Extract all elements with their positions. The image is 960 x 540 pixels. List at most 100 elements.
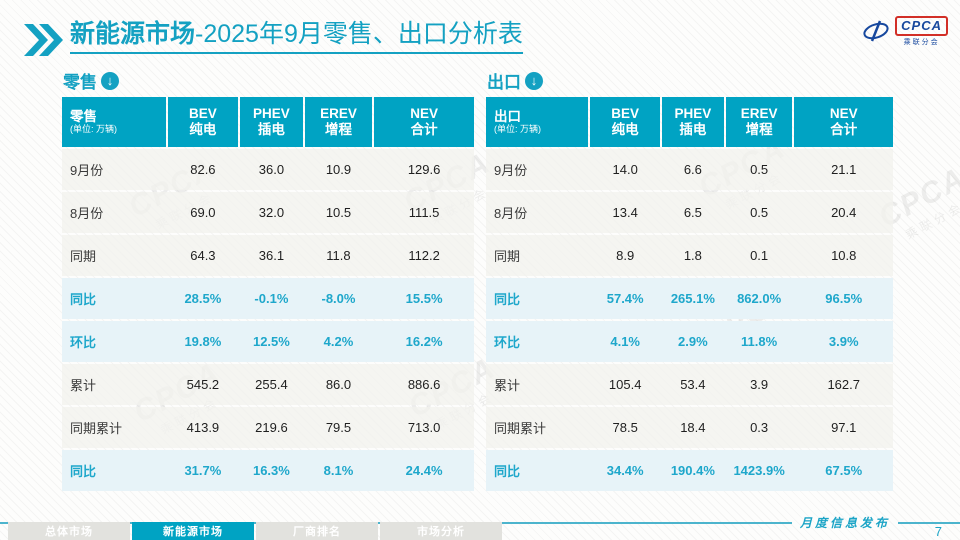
cell-value: 1.8 [683, 248, 702, 263]
cell-value: 20.4 [831, 205, 857, 220]
cell-value: 21.1 [831, 162, 857, 177]
cell-value: -8.0% [321, 291, 356, 306]
cell-value: 0.5 [750, 205, 769, 220]
cell-value: 96.5% [825, 291, 863, 306]
double-chevron-icon [24, 24, 63, 56]
cell-value: 10.8 [831, 248, 857, 263]
cell-value: 8.9 [616, 248, 635, 263]
row-label: 累计 [70, 378, 97, 393]
row-label: 9月份 [494, 163, 528, 178]
logo-sub-text: 乘联分会 [903, 39, 940, 46]
cpca-swoosh-icon [863, 20, 889, 41]
row-label: 8月份 [494, 206, 528, 221]
cell-value: 15.5% [405, 291, 443, 306]
column-header-erev: EREV 增程 [304, 97, 373, 147]
logo-brand-text: CPCA [895, 16, 948, 36]
table-row: 同比 57.4% 265.1% 862.0% 96.5% [486, 278, 893, 319]
section-label-retail: 零售 ↓ [63, 68, 119, 93]
cell-value: 3.9 [750, 377, 769, 392]
cell-value: 28.5% [184, 291, 222, 306]
row-label: 同比 [70, 464, 97, 479]
footer-tabs: 总体市场 新能源市场 厂商排名 市场分析 [8, 522, 502, 540]
cell-value: 190.4% [670, 463, 715, 478]
cell-value: 10.9 [325, 162, 352, 177]
cell-value: 0.1 [750, 248, 769, 263]
page-number: 7 [934, 524, 942, 539]
column-header-phev: PHEV 插电 [661, 97, 724, 147]
table-row: 同比 31.7% 16.3% 8.1% 24.4% [62, 450, 474, 491]
column-header-erev: EREV 增程 [725, 97, 793, 147]
cell-value: 36.1 [258, 248, 285, 263]
cell-value: 34.4% [606, 463, 644, 478]
cell-value: 57.4% [606, 291, 644, 306]
column-header-bev: BEV 纯电 [590, 97, 660, 147]
cell-value: 6.5 [683, 205, 702, 220]
cell-value: -0.1% [254, 291, 289, 306]
row-label: 同期累计 [70, 421, 123, 436]
table-row: 8月份 13.4 6.5 0.5 20.4 [486, 192, 893, 233]
down-arrow-circle-icon: ↓ [525, 71, 543, 90]
cell-value: 86.0 [325, 377, 352, 392]
row-label: 同期累计 [494, 421, 547, 436]
cell-value: 13.4 [612, 205, 638, 220]
cell-value: 82.6 [190, 162, 216, 177]
row-label: 累计 [494, 378, 521, 393]
cell-value: 4.2% [323, 334, 354, 349]
export-table: 出口 (单位: 万辆) BEV 纯电 PHEV 插电 EREV 增程 NEV 合计 9月份 14.0… [486, 97, 893, 493]
cell-value: 111.5 [408, 205, 440, 220]
table-row: 环比 19.8% 12.5% 4.2% 16.2% [62, 321, 474, 362]
cell-value: 862.0% [737, 291, 782, 306]
row-label: 同期 [70, 249, 97, 264]
cell-value: 1423.9% [733, 463, 785, 478]
cell-value: 53.4 [680, 377, 706, 392]
table-row: 累计 105.4 53.4 3.9 162.7 [486, 364, 893, 405]
cell-value: 19.8% [184, 334, 222, 349]
cell-value: 16.3% [252, 463, 290, 478]
page-title: 新能源市场-2025年9月零售、出口分析表 [70, 20, 523, 54]
cell-value: 265.1% [670, 291, 715, 306]
cell-value: 24.4% [405, 463, 443, 478]
table-body: 9月份 14.0 6.6 0.5 21.1 8月份 13.4 6.5 0.5 20.4 同期 8.9 1… [486, 149, 893, 491]
cell-value: 11.8 [326, 248, 351, 263]
cell-value: 69.0 [190, 205, 216, 220]
cell-value: 162.7 [827, 377, 860, 392]
cell-value: 18.4 [680, 420, 706, 435]
row-label: 环比 [494, 335, 521, 350]
down-arrow-circle-icon: ↓ [101, 71, 119, 90]
cell-value: 886.6 [407, 377, 441, 392]
table-row: 9月份 82.6 36.0 10.9 129.6 [62, 149, 474, 190]
header: 新能源市场-2025年9月零售、出口分析表 [24, 20, 523, 56]
footer-rule [898, 521, 960, 524]
cell-value: 78.5 [612, 420, 638, 435]
footer-tab-3[interactable]: 市场分析 [380, 522, 502, 540]
table-row: 同期 8.9 1.8 0.1 10.8 [486, 235, 893, 276]
cell-value: 12.5% [252, 334, 290, 349]
footer-tab-1[interactable]: 新能源市场 [132, 522, 254, 540]
column-header-nev: NEV 合计 [794, 97, 893, 147]
row-label: 同期 [494, 249, 521, 264]
section-label-export: 出口 ↓ [487, 68, 543, 93]
row-label: 环比 [70, 335, 97, 350]
cell-value: 79.5 [325, 420, 352, 435]
cell-value: 105.4 [608, 377, 642, 392]
footer-tab-2[interactable]: 厂商排名 [256, 522, 378, 540]
table-body: 9月份 82.6 36.0 10.9 129.6 8月份 69.0 32.0 10.5 111.5… [62, 149, 474, 491]
column-header-bev: BEV 纯电 [167, 97, 239, 147]
cell-value: 255.4 [255, 377, 288, 392]
cell-value: 36.0 [258, 162, 285, 177]
cell-value: 14.0 [612, 162, 638, 177]
column-header-nev: NEV 合计 [374, 97, 474, 147]
cell-value: 6.6 [683, 162, 702, 177]
cell-value: 112.2 [408, 248, 440, 263]
cell-value: 713.0 [407, 420, 441, 435]
row-label: 8月份 [70, 206, 104, 221]
page-title-rest: -2025年9月零售、出口分析表 [195, 20, 523, 48]
column-header-label: 出口 (单位: 万辆) [486, 97, 589, 147]
row-label: 同比 [494, 464, 521, 479]
table-row: 同期累计 413.9 219.6 79.5 713.0 [62, 407, 474, 448]
page-title-bold: 新能源市场 [70, 20, 196, 48]
row-label: 9月份 [70, 163, 104, 178]
section-label-text: 零售 [63, 73, 97, 92]
footer-tab-0[interactable]: 总体市场 [8, 522, 130, 540]
